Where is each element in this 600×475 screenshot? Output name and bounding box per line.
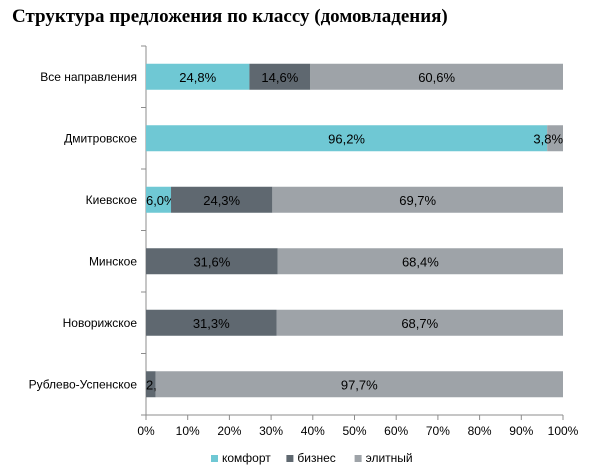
- data-label: 31,6%: [193, 254, 230, 269]
- x-tick-label: 80%: [468, 424, 492, 438]
- bar-segment: [277, 248, 563, 275]
- bar-segment: [146, 186, 172, 213]
- legend-swatch: [354, 455, 362, 462]
- chart-title: Структура предложения по классу (домовла…: [12, 6, 448, 27]
- data-label: 69,7%: [399, 193, 436, 208]
- category-label: Все направления: [40, 70, 137, 84]
- bar-segment: [310, 63, 563, 90]
- category-label: Киевское: [86, 193, 138, 207]
- data-label: 68,4%: [402, 254, 439, 269]
- data-label: 24,3%: [203, 193, 240, 208]
- x-tick-label: 60%: [384, 424, 408, 438]
- x-tick-label: 90%: [509, 424, 533, 438]
- category-label: Минское: [89, 254, 137, 268]
- category-label: Рублево-Успенское: [29, 377, 138, 391]
- bar-segment: [272, 186, 563, 213]
- data-label: 96,2%: [328, 131, 365, 146]
- category-label: Дмитровское: [64, 131, 137, 145]
- bar-segment: [146, 63, 250, 90]
- bar-segment: [146, 248, 278, 275]
- legend-label: бизнес: [297, 451, 335, 465]
- x-tick-label: 50%: [342, 424, 366, 438]
- data-label: 14,6%: [261, 70, 298, 85]
- data-label: 6,0%: [146, 193, 176, 208]
- x-tick-label: 10%: [176, 424, 200, 438]
- data-label: 31,3%: [193, 316, 230, 331]
- bar-segment: [171, 186, 273, 213]
- x-tick-label: 100%: [548, 424, 579, 438]
- bar-segment: [276, 309, 563, 336]
- bar-segment: [146, 309, 277, 336]
- x-tick-label: 30%: [259, 424, 283, 438]
- legend-label: комфорт: [222, 451, 271, 465]
- bar-segment: [249, 63, 311, 90]
- data-label: 60,6%: [418, 70, 455, 85]
- data-label: 3,8%: [533, 131, 563, 146]
- x-tick-label: 0%: [137, 424, 155, 438]
- x-tick-label: 70%: [426, 424, 450, 438]
- legend-swatch: [286, 455, 294, 462]
- category-label: Новорижское: [63, 316, 138, 330]
- data-label: 97,7%: [341, 377, 378, 392]
- data-label: 24,8%: [179, 70, 216, 85]
- legend-label: элитный: [366, 451, 413, 465]
- bar-segment: [146, 125, 548, 152]
- x-tick-label: 40%: [301, 424, 325, 438]
- data-label: 68,7%: [401, 316, 438, 331]
- bar-segment: [146, 371, 156, 398]
- x-tick-label: 20%: [217, 424, 241, 438]
- bar-segment: [155, 371, 563, 398]
- bar-segment: [547, 125, 563, 152]
- legend-swatch: [211, 455, 218, 462]
